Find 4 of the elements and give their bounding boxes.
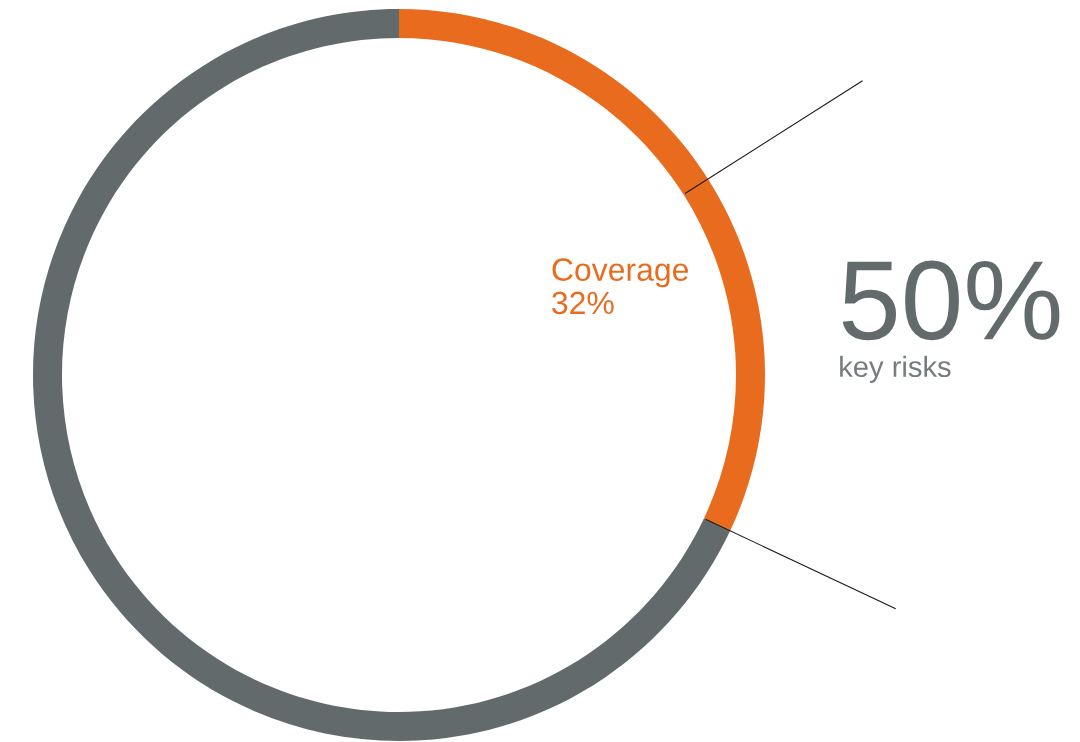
- text: 50%: [842, 260, 1060, 341]
- text: Coverage 32%: [552, 258, 688, 315]
- donut-slice: [33, 9, 731, 741]
- slice-label: key risks: [840, 355, 951, 383]
